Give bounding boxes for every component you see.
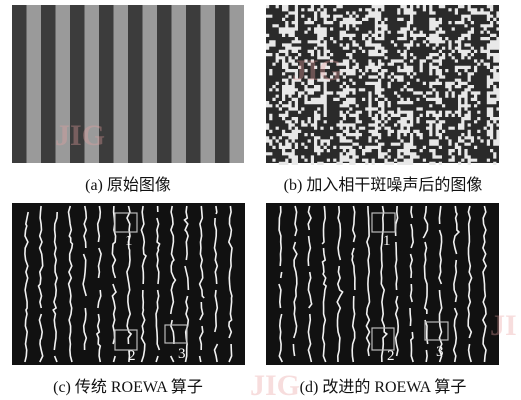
page: (a) 原始图像 (b) 加入相干斑噪声后的图像 (c) 传统 ROEWA 算子… <box>0 0 521 400</box>
stripe <box>143 5 158 163</box>
watermark: JIG <box>250 369 300 400</box>
caption: (d) 改进的 ROEWA 算子 <box>300 377 467 396</box>
box-label: 2 <box>387 348 395 364</box>
watermark: JIG <box>292 54 342 87</box>
stripe <box>114 5 129 163</box>
caption: (a) 原始图像 <box>85 176 171 194</box>
watermark: JIG <box>55 119 105 152</box>
panel-c <box>12 203 245 365</box>
caption: (c) 传统 ROEWA 算子 <box>53 377 203 396</box>
box-label: 2 <box>128 348 136 364</box>
watermark: JI <box>490 309 517 342</box>
stripe <box>201 5 216 163</box>
figure: (a) 原始图像 (b) 加入相干斑噪声后的图像 (c) 传统 ROEWA 算子… <box>0 0 521 400</box>
box-label: 1 <box>125 233 133 249</box>
box-label: 3 <box>178 346 186 362</box>
panel-a <box>12 5 244 163</box>
box-label: 1 <box>383 233 391 249</box>
panel-d <box>266 203 499 365</box>
caption: (b) 加入相干斑噪声后的图像 <box>284 176 483 194</box>
stripe <box>230 5 245 163</box>
stripe <box>27 5 42 163</box>
stripe <box>172 5 187 163</box>
box-label: 3 <box>436 344 444 360</box>
